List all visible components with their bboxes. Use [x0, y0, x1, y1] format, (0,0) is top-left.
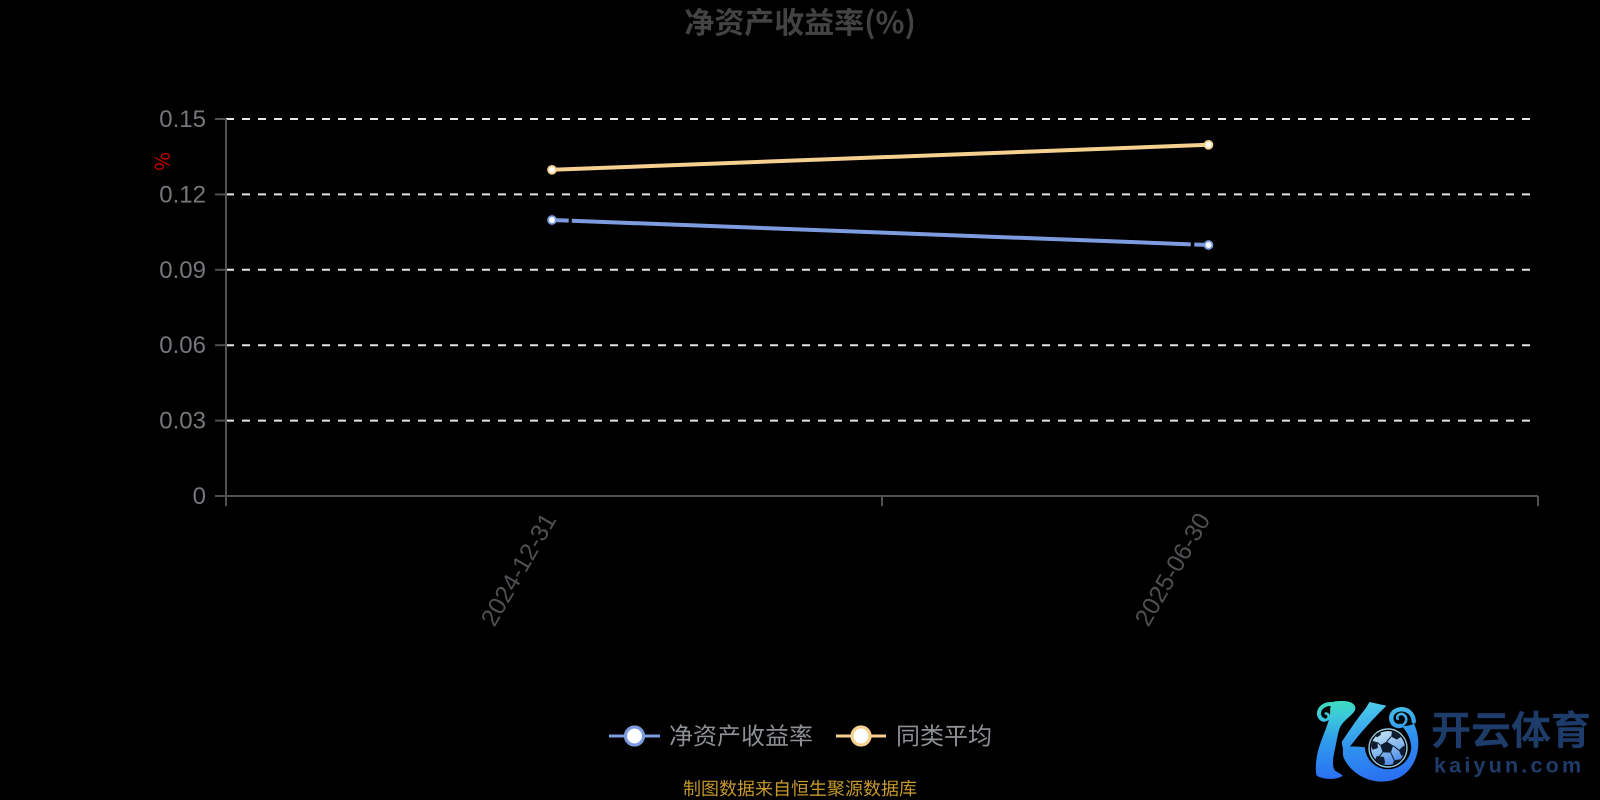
svg-text:0: 0 — [193, 483, 206, 510]
svg-text:kaiyun.com: kaiyun.com — [1434, 754, 1584, 778]
svg-text:0.06: 0.06 — [159, 332, 206, 359]
svg-text:0.15: 0.15 — [159, 106, 206, 133]
svg-text:2025-06-30: 2025-06-30 — [1130, 509, 1216, 631]
svg-text:2024-12-31: 2024-12-31 — [476, 509, 562, 631]
svg-text:0.12: 0.12 — [159, 181, 206, 208]
svg-text:0.09: 0.09 — [159, 257, 206, 284]
svg-text:0.03: 0.03 — [159, 408, 206, 435]
